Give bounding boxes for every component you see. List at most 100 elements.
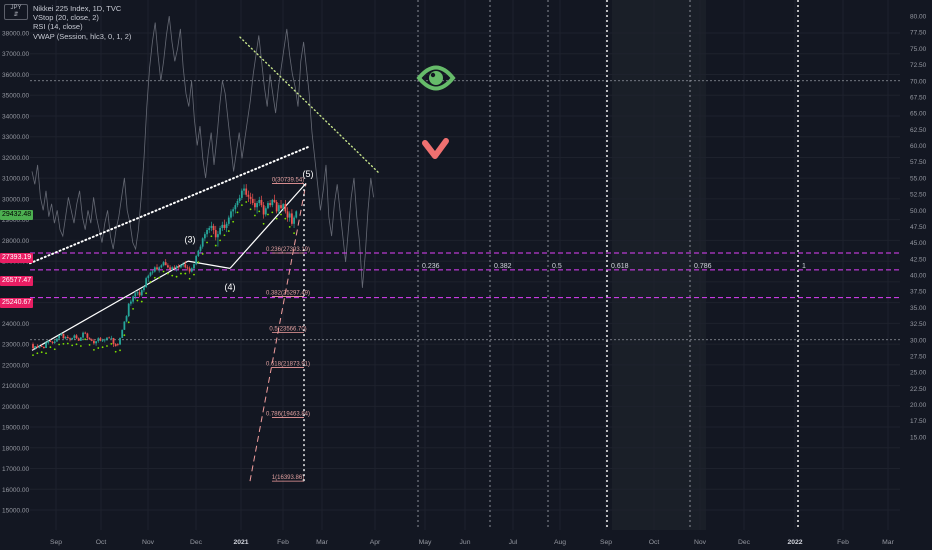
vstop-point [201, 252, 204, 255]
candle-body [66, 337, 69, 339]
candle-body [58, 335, 61, 339]
vstop-point [75, 343, 78, 346]
y-left-tick: 16000.00 [2, 487, 29, 494]
candle-body [232, 209, 235, 212]
vstop-series [32, 201, 295, 356]
candle-body [290, 213, 293, 224]
candle-body [234, 205, 237, 210]
candle-body [116, 344, 119, 345]
y-right-tick: 50.00 [910, 208, 927, 215]
currency-badge[interactable]: JPY ⇵ [4, 4, 28, 20]
horizontal-levels[interactable] [30, 252, 900, 299]
candle-body [227, 217, 230, 224]
vstop-point [293, 232, 295, 235]
y-left-tick: 22000.00 [2, 362, 29, 369]
y-right-tick: 57.50 [910, 159, 927, 166]
y-right-tick: 72.50 [910, 62, 927, 69]
legend-vwap[interactable]: VWAP (Session, hlc3, 0, 1, 2) [33, 31, 132, 41]
fib-retracement[interactable]: 0(30739.54) 0.236(27393.19) 0.382(25297.49… [249, 178, 310, 482]
y-right-tick: 70.00 [910, 78, 927, 85]
candle-body [275, 202, 278, 212]
candle-body [184, 264, 187, 268]
trend-drawings[interactable]: (3) (4) (5) [29, 36, 381, 351]
y-left-tick: 28000.00 [2, 238, 29, 245]
y-left-tick: 23000.00 [2, 342, 29, 349]
vstop-point [162, 270, 165, 273]
y-right-tick: 27.50 [910, 353, 927, 360]
candle-body [219, 227, 222, 235]
candle-body [132, 296, 134, 302]
y-right-tick: 32.50 [910, 321, 927, 328]
y-left-tick: 32000.00 [2, 155, 29, 162]
time-zone-label: 0.382 [494, 263, 512, 270]
candle-body [286, 211, 289, 218]
wave-label: (3) [185, 234, 196, 244]
candle-body [84, 332, 87, 334]
candle-body [193, 264, 195, 269]
vstop-point [158, 276, 161, 279]
y-left-tick: 35000.00 [2, 93, 29, 100]
fib-label: 0.382(25297.49) [266, 290, 310, 296]
candle-body [269, 203, 272, 206]
vstop-point [171, 274, 174, 277]
candle-body [273, 199, 276, 203]
candle-body [119, 337, 121, 345]
candle-body [108, 337, 111, 339]
y-right-tick: 52.50 [910, 192, 927, 199]
eye-icon [416, 65, 456, 91]
candle-body [225, 223, 228, 228]
y-left-tick: 19000.00 [2, 425, 29, 432]
legend-symbol[interactable]: Nikkei 225 Index, 1D, TVC [33, 4, 122, 13]
time-zone-label: 1 [802, 263, 806, 270]
candle-body [69, 338, 71, 340]
x-tick: Jul [509, 539, 518, 546]
wave-label: (4) [225, 282, 236, 292]
candle-body [134, 293, 137, 297]
vstop-point [280, 213, 282, 216]
currency-code: JPY [10, 5, 22, 11]
rsi-path [31, 15, 374, 288]
vstop-point [210, 235, 213, 238]
y-right-tick: 65.00 [910, 111, 927, 118]
descending-trendline [239, 36, 381, 175]
candle-body [247, 194, 250, 197]
time-zone-label: 0.5 [552, 263, 562, 270]
candle-body [45, 342, 47, 349]
y-left-tick: 34000.00 [2, 113, 29, 120]
y-left-tick: 15000.00 [2, 508, 29, 515]
x-tick: Nov [142, 539, 155, 546]
candle-body [251, 198, 254, 204]
y-left-tick: 29000.00 [2, 217, 29, 224]
vstop-point [106, 345, 108, 347]
candle-body [182, 264, 185, 266]
x-tick: Nov [694, 539, 707, 546]
candle-body [93, 340, 95, 344]
candle-body [277, 205, 280, 212]
candle-body [256, 203, 258, 208]
axes[interactable]: 38000.00 37000.00 36000.00 35000.00 34000.00… [2, 14, 927, 547]
x-tick: 2022 [787, 539, 802, 546]
legend-rsi[interactable]: RSI (14, close) [33, 22, 83, 32]
vstop-point [249, 208, 252, 211]
current-price-tag: 29432.48 [0, 210, 34, 220]
wave-line [31, 260, 189, 351]
y-left-tick: 20000.00 [2, 404, 29, 411]
candle-body [51, 342, 54, 343]
candle-body [38, 346, 41, 348]
legend-vstop[interactable]: VStop (20, close, 2) [33, 13, 99, 23]
vstop-point [288, 226, 291, 228]
candle-body [164, 262, 167, 266]
candle-body [162, 262, 165, 266]
collapse-icon[interactable]: ⇵ [13, 12, 19, 18]
candle-body [42, 346, 45, 349]
candle-body [288, 213, 291, 218]
vstop-point [66, 342, 69, 345]
vstop-point [123, 334, 126, 337]
x-tick: Oct [649, 539, 660, 546]
y-right-tick: 55.00 [910, 175, 927, 182]
x-tick: Jun [460, 539, 471, 546]
x-tick: Dec [738, 539, 751, 546]
checkmark-icon [422, 138, 449, 159]
vstop-point [140, 300, 143, 303]
